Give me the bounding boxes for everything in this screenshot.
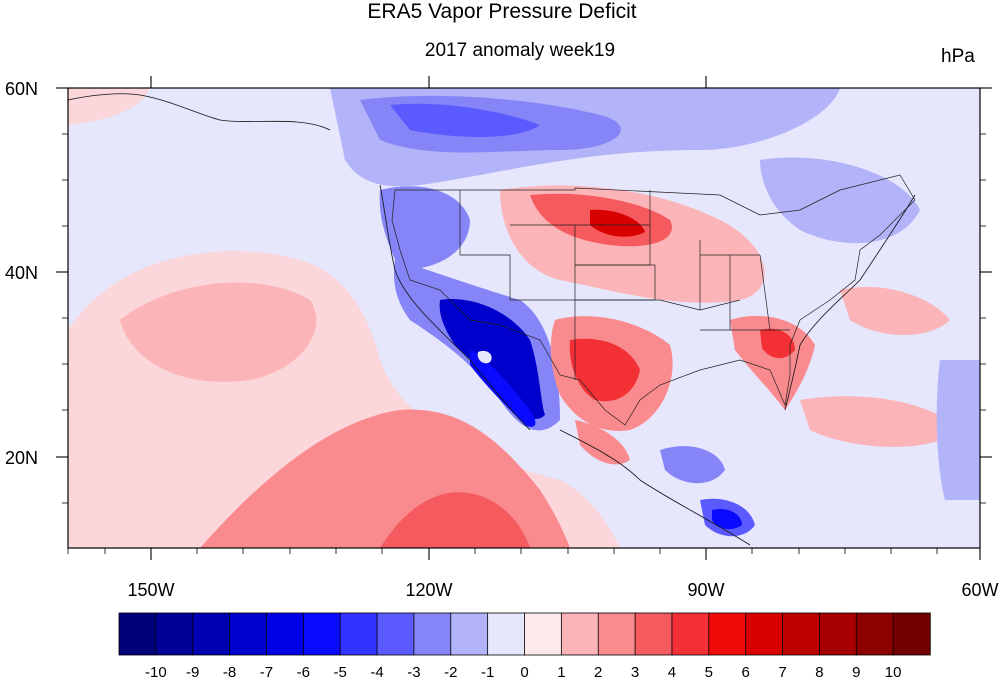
coastlines xyxy=(68,93,916,546)
colorbar-swatch xyxy=(192,612,231,656)
colorbar-label: -1 xyxy=(481,664,494,681)
map-title: ERA5 Vapor Pressure Deficit xyxy=(367,0,637,23)
map-subtitle: 2017 anomaly week19 xyxy=(424,40,616,61)
lon-tick-label: 60W xyxy=(961,580,998,600)
atlantic-warm xyxy=(840,286,950,335)
northern-plains-hot xyxy=(590,209,645,237)
colorbar-swatch xyxy=(266,612,305,656)
colorbar-swatch xyxy=(339,612,378,656)
colorbar-label: 9 xyxy=(852,664,860,681)
colorbar-label: -7 xyxy=(260,664,273,681)
colorbar-swatch xyxy=(376,612,415,656)
lat-tick-label: 40N xyxy=(5,263,38,283)
colorbar-label: 2 xyxy=(594,664,602,681)
colorbar-label: 1 xyxy=(557,664,565,681)
lon-tick-label: 150W xyxy=(127,580,174,600)
pacific-northwest-wet xyxy=(379,186,470,270)
central-america-cool-core xyxy=(712,508,742,530)
colorbar-swatch xyxy=(671,612,710,656)
colorbar-swatch xyxy=(524,612,563,656)
colorbar-swatch xyxy=(819,612,857,656)
colorbar-label: 7 xyxy=(778,664,786,681)
gulf-warm xyxy=(800,396,960,447)
colorbar-swatch xyxy=(597,612,636,656)
colorbar-label: -2 xyxy=(444,664,457,681)
colorbar-label: 4 xyxy=(668,664,676,681)
colorbar-label: -8 xyxy=(223,664,236,681)
lon-tick-label: 90W xyxy=(687,580,724,600)
anomaly-field xyxy=(68,88,980,548)
colorbar-swatch xyxy=(118,612,157,656)
colorbar-swatch xyxy=(450,612,489,656)
minor-ticks xyxy=(62,133,986,554)
colorbar-swatch xyxy=(745,612,784,656)
pacific-warm-strong xyxy=(380,492,530,548)
mexico-warm xyxy=(575,420,630,465)
texas-core xyxy=(569,338,640,402)
colorbar-label: 5 xyxy=(705,664,713,681)
units-label: hPa xyxy=(941,46,975,67)
northeast-wet xyxy=(760,157,920,244)
colorbar-label: -5 xyxy=(334,664,347,681)
southeast-core xyxy=(760,328,795,359)
colorbar-swatch xyxy=(708,612,747,656)
colorbar-label: -9 xyxy=(186,664,199,681)
canada-wet-strong xyxy=(390,103,540,137)
southwest-dry-deficit xyxy=(439,299,545,419)
colorbar-swatch xyxy=(155,612,194,656)
pacific-warm-mid xyxy=(120,282,317,382)
colorbar-label: -4 xyxy=(370,664,383,681)
colorbar-label: 3 xyxy=(631,664,639,681)
colorbar-swatch xyxy=(302,612,341,656)
colorbar-label: -6 xyxy=(297,664,310,681)
southeast-warm xyxy=(730,315,815,410)
state-boundaries xyxy=(391,174,916,426)
colorbar-label: 10 xyxy=(885,664,902,681)
colorbar-swatch xyxy=(560,612,599,656)
colorbar-swatch xyxy=(782,612,821,656)
baja-deficit xyxy=(470,350,536,427)
colorbar-label: -3 xyxy=(407,664,420,681)
colorbar-swatch xyxy=(487,612,526,656)
colorbar-label: 6 xyxy=(742,664,750,681)
colorbar-label: -10 xyxy=(145,664,167,681)
colorbar-swatch xyxy=(855,612,894,656)
major-ticks xyxy=(56,76,992,560)
colorbar-label: 0 xyxy=(520,664,528,681)
colorbar-swatch xyxy=(634,612,673,656)
caribbean-cool xyxy=(660,446,725,484)
alaska-warm xyxy=(68,88,150,125)
colorbar-swatch xyxy=(229,612,268,656)
baja-gap xyxy=(477,350,492,364)
lon-tick-label: 120W xyxy=(405,580,452,600)
colorbar: -10 -9 -8 -7 -6 -5 -4 -3 -2 -1 0 1 2 3 4 5 6 7 8 9 10 xyxy=(118,612,931,681)
lat-tick-label: 20N xyxy=(5,448,38,468)
colorbar-label: 8 xyxy=(815,664,823,681)
colorbar-swatch xyxy=(892,612,931,656)
east-edge-cool xyxy=(936,360,980,500)
lat-tick-label: 60N xyxy=(5,79,38,99)
colorbar-swatch xyxy=(413,612,452,656)
